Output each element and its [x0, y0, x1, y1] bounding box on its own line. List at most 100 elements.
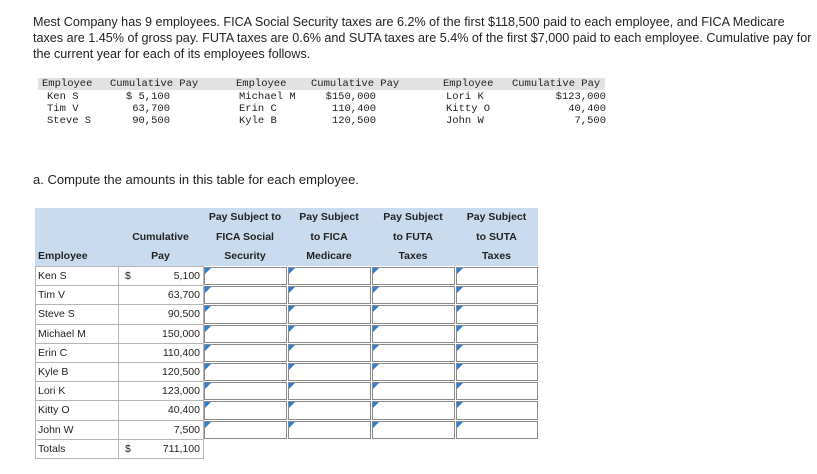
- input-marker: [289, 344, 295, 351]
- input-cell[interactable]: [204, 420, 287, 439]
- input-cell[interactable]: [456, 363, 538, 382]
- info-header-cell: Employee: [236, 78, 287, 90]
- input-cell[interactable]: [456, 382, 538, 401]
- input-marker: [457, 287, 463, 294]
- input-cell[interactable]: [288, 267, 371, 286]
- input-marker: [205, 402, 211, 409]
- info-cell: 40,400: [568, 103, 606, 115]
- column-header: Pay: [151, 250, 170, 262]
- column-header: to SUTA: [476, 230, 517, 243]
- cumulative-pay: 120,500: [162, 366, 200, 378]
- input-cell[interactable]: [456, 324, 538, 343]
- employee-name: Erin C: [38, 346, 68, 359]
- input-cell[interactable]: [372, 305, 455, 324]
- input-marker: [373, 287, 379, 294]
- info-cell: Erin C: [239, 103, 277, 115]
- info-header-bg: [38, 78, 605, 90]
- cumulative-pay: 90,500: [167, 308, 200, 321]
- input-cell[interactable]: [288, 363, 371, 382]
- input-marker: [205, 383, 211, 390]
- input-marker: [289, 306, 295, 313]
- cumulative-pay: 7,500: [173, 423, 200, 436]
- info-cell: Steve S: [47, 115, 92, 127]
- info-cell: Kitty O: [446, 103, 491, 115]
- info-cell: Lori K: [446, 91, 484, 103]
- info-cell: 90,500: [132, 115, 170, 127]
- info-cell: $150,000: [325, 91, 376, 103]
- input-cell[interactable]: [456, 286, 538, 305]
- input-marker: [205, 421, 211, 428]
- input-cell[interactable]: [372, 382, 455, 401]
- info-header-cell: Cumulative Pay: [311, 78, 400, 90]
- input-marker: [373, 306, 379, 313]
- info-cell: $ 5,100: [125, 91, 170, 103]
- input-marker: [289, 287, 295, 294]
- info-header-cell: Cumulative Pay: [512, 78, 601, 90]
- input-marker: [457, 383, 463, 390]
- column-header: Pay Subject: [466, 211, 527, 223]
- input-marker: [289, 402, 295, 409]
- input-cell[interactable]: [288, 286, 371, 305]
- input-cell[interactable]: [204, 286, 287, 305]
- info-header-cell: Employee: [42, 78, 93, 90]
- cumulative-pay: 63,700: [167, 289, 200, 302]
- input-marker: [373, 364, 379, 370]
- input-cell[interactable]: [204, 363, 287, 382]
- info-cell: Kyle B: [239, 115, 277, 127]
- column-header: Pay Subject: [299, 211, 359, 223]
- input-cell[interactable]: [456, 401, 538, 420]
- column-header: to FUTA: [392, 230, 434, 243]
- info-cell: 63,700: [132, 103, 170, 115]
- input-cell[interactable]: [204, 305, 287, 324]
- input-cell[interactable]: [372, 286, 455, 305]
- input-cell[interactable]: [204, 343, 287, 362]
- input-marker: [457, 344, 463, 351]
- currency: $: [125, 442, 131, 455]
- info-header-cell: Employee: [443, 78, 494, 90]
- info-cell: 7,500: [574, 115, 606, 127]
- input-marker: [289, 325, 295, 332]
- column-header: Security: [224, 250, 266, 262]
- input-cell[interactable]: [288, 382, 371, 401]
- input-marker: [289, 268, 295, 274]
- employee-name: Tim V: [38, 289, 66, 302]
- input-cell[interactable]: [288, 324, 371, 343]
- input-marker: [457, 306, 463, 313]
- input-cell[interactable]: [372, 324, 455, 343]
- input-marker: [205, 325, 211, 332]
- input-cell[interactable]: [372, 363, 455, 382]
- input-marker: [373, 268, 379, 274]
- cumulative-pay: 40,400: [167, 404, 200, 417]
- employee-name: Kitty O: [38, 404, 70, 417]
- employee-name: Totals: [38, 442, 66, 455]
- input-cell[interactable]: [288, 343, 371, 362]
- input-cell[interactable]: [372, 401, 455, 420]
- input-cell[interactable]: [204, 401, 287, 420]
- input-cell[interactable]: [204, 382, 287, 401]
- input-cell[interactable]: [456, 420, 538, 439]
- input-cell[interactable]: [288, 420, 371, 439]
- column-header: Pay Subject to: [208, 211, 282, 223]
- input-cell[interactable]: [288, 401, 371, 420]
- input-cell[interactable]: [372, 267, 455, 286]
- input-cell[interactable]: [456, 305, 538, 324]
- info-cell: Tim V: [47, 103, 79, 115]
- employee-name: John W: [38, 423, 74, 436]
- info-cell: Ken S: [47, 91, 79, 103]
- info-cell: Michael M: [239, 91, 296, 103]
- input-cell[interactable]: [372, 343, 455, 362]
- column-header: Medicare: [306, 250, 352, 262]
- info-cell: 110,400: [331, 103, 376, 115]
- input-marker: [289, 364, 295, 370]
- input-cell[interactable]: [204, 267, 287, 286]
- input-marker: [457, 268, 463, 274]
- input-cell[interactable]: [288, 305, 371, 324]
- column-header: Taxes: [482, 250, 511, 262]
- info-cell: John W: [446, 115, 484, 127]
- column-header: Pay Subject: [383, 211, 443, 223]
- cumulative-pay: 5,100: [173, 270, 200, 282]
- input-cell[interactable]: [372, 420, 455, 439]
- input-cell[interactable]: [456, 267, 538, 286]
- input-cell[interactable]: [204, 324, 287, 343]
- input-cell[interactable]: [456, 343, 538, 362]
